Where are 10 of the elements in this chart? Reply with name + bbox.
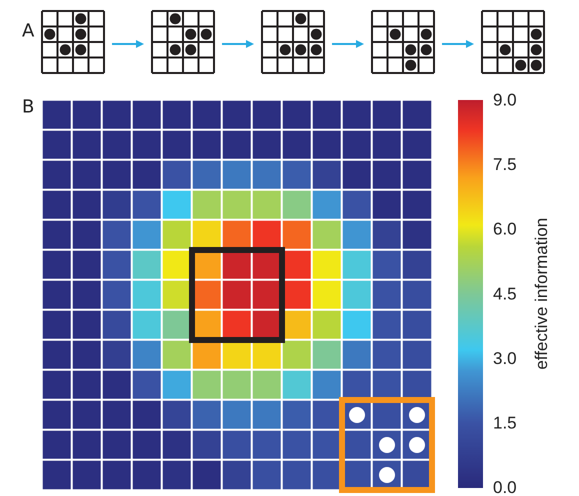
- color-bar-label: 9.0: [493, 90, 517, 110]
- text: A: [22, 20, 35, 42]
- color-bar-label: 3.0: [493, 348, 517, 368]
- color-bar-label: 0.0: [493, 478, 517, 496]
- text: B: [22, 96, 34, 118]
- color-bar-label: 7.5: [493, 155, 517, 174]
- color-bar-title: effective information: [532, 218, 551, 370]
- color-bar-label: 6.0: [493, 220, 517, 239]
- color-bar-label: 1.5: [493, 413, 517, 432]
- color-bar-label: 4.5: [493, 284, 517, 304]
